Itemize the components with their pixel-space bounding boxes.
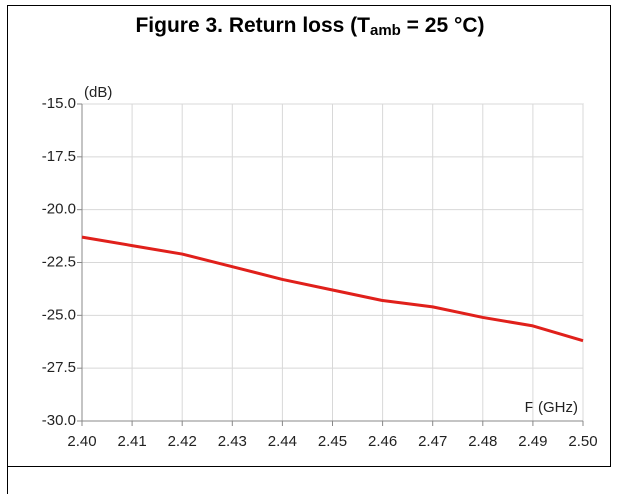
frame xyxy=(7,5,611,467)
x-tick-label: 2.49 xyxy=(518,433,547,450)
x-tick-label: 2.45 xyxy=(318,433,347,450)
x-axis-label: F (GHz) xyxy=(525,399,578,416)
y-axis-label: (dB) xyxy=(84,84,112,101)
y-tick-label: -22.5 xyxy=(42,253,76,270)
x-tick-label: 2.43 xyxy=(218,433,247,450)
data-line xyxy=(81,235,584,343)
y-tick-label: -15.0 xyxy=(42,95,76,112)
y-tick-label: -30.0 xyxy=(42,412,76,429)
x-tick-label: 2.40 xyxy=(67,433,96,450)
x-tick-label: 2.47 xyxy=(418,433,447,450)
x-tick-label: 2.46 xyxy=(368,433,397,450)
x-tick-label: 2.50 xyxy=(568,433,597,450)
x-tick-label: 2.41 xyxy=(117,433,146,450)
x-tick-label: 2.42 xyxy=(168,433,197,450)
y-tick-label: -20.0 xyxy=(42,201,76,218)
y-tick-label: -17.5 xyxy=(42,148,76,165)
x-tick-label: 2.44 xyxy=(268,433,297,450)
y-tick-label: -25.0 xyxy=(42,306,76,323)
y-tick-label: -27.5 xyxy=(42,359,76,376)
chart-title: Figure 3. Return loss (Tamb = 25 °C) xyxy=(135,14,484,39)
x-tick-label: 2.48 xyxy=(468,433,497,450)
